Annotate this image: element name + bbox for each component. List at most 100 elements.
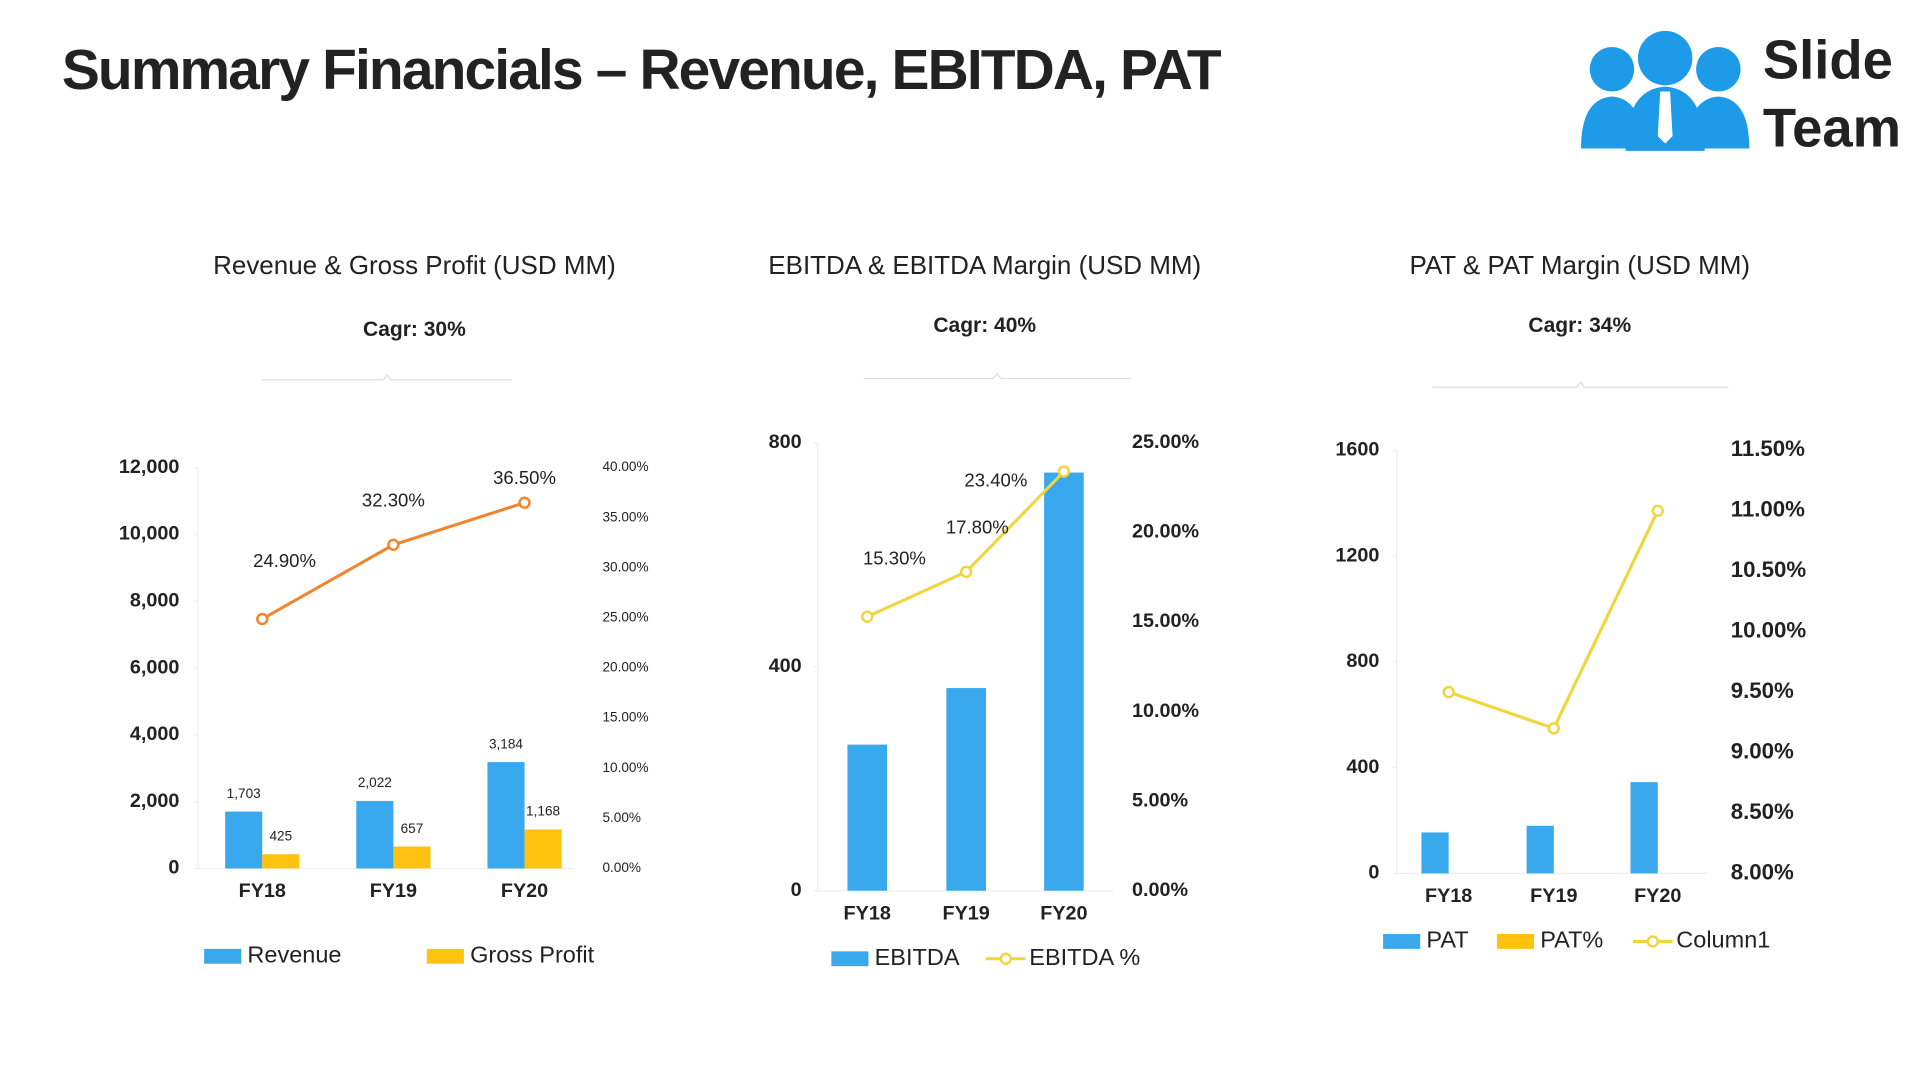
y2-tick-label: 10.00%: [602, 760, 648, 775]
bar: [847, 744, 888, 891]
x-tick-label: FY19: [370, 880, 417, 902]
legend-label: PAT%: [1540, 927, 1603, 953]
line-marker: [1057, 465, 1071, 478]
x-tick-label: FY18: [844, 902, 891, 924]
x-tick-label: FY19: [1530, 885, 1577, 907]
logo-text: Team: [1763, 98, 1901, 159]
x-tick-label: FY18: [239, 880, 286, 902]
data-label: 15.30%: [863, 548, 926, 569]
x-tick-label: FY20: [1634, 885, 1681, 907]
chart-subtitle: Cagr: 30%: [363, 318, 466, 341]
bar: [225, 811, 263, 869]
y2-tick-label: 15.00%: [1132, 610, 1200, 632]
y-tick-label: 800: [1346, 650, 1379, 672]
y-tick-label: 400: [769, 655, 802, 677]
bar: [262, 854, 300, 869]
y2-tick-label: 0.00%: [1132, 879, 1189, 901]
y-tick-label: 1200: [1335, 544, 1379, 566]
y-tick-label: 800: [769, 431, 802, 453]
chart-title: PAT & PAT Margin (USD MM): [1410, 250, 1751, 280]
legend-label: Gross Profit: [470, 941, 595, 967]
x-tick-label: FY20: [501, 880, 548, 902]
legend-swatch: [1496, 934, 1535, 949]
bar: [356, 800, 394, 869]
data-label: 17.80%: [946, 516, 1009, 537]
legend-label: EBITDA %: [1029, 944, 1140, 970]
line-marker: [1442, 685, 1455, 699]
bar: [393, 846, 431, 869]
y2-tick-label: 10.00%: [1132, 700, 1200, 722]
data-label: 1,168: [526, 804, 560, 819]
y-tick-label: 1600: [1335, 439, 1379, 461]
logo-text: Slide: [1763, 30, 1893, 91]
y-tick-label: 4,000: [130, 723, 180, 745]
y2-tick-label: 35.00%: [602, 509, 648, 524]
line-marker: [1651, 504, 1664, 517]
y2-tick-label: 40.00%: [602, 459, 648, 474]
x-tick-label: FY19: [943, 902, 990, 924]
y2-tick-label: 8.50%: [1731, 799, 1794, 824]
y2-tick-label: 9.50%: [1731, 678, 1794, 703]
y2-tick-label: 15.00%: [602, 710, 648, 725]
data-label: 24.90%: [253, 550, 316, 571]
bracket: [1432, 381, 1729, 388]
line-marker: [960, 565, 973, 579]
y-tick-label: 0: [1368, 862, 1379, 884]
bracket: [863, 372, 1131, 380]
y2-tick-label: 10.00%: [1731, 618, 1807, 643]
legend-swatch: [1383, 934, 1421, 949]
legend-swatch: [426, 948, 464, 964]
line-marker: [387, 538, 400, 551]
legend-swatch: [831, 951, 869, 967]
y2-tick-label: 30.00%: [602, 559, 648, 574]
data-label: 657: [401, 821, 424, 836]
y-tick-label: 0: [791, 879, 802, 901]
y-tick-label: 2,000: [130, 790, 180, 812]
legend-marker: [999, 952, 1012, 965]
y2-tick-label: 0.00%: [602, 860, 641, 875]
y2-tick-label: 9.00%: [1731, 738, 1794, 763]
data-label: 425: [269, 829, 292, 844]
logo-head: [1696, 47, 1741, 92]
legend-label: Revenue: [247, 941, 341, 967]
y2-tick-label: 20.00%: [602, 660, 648, 675]
logo: Slide Team: [1581, 30, 1901, 159]
bar: [1630, 782, 1658, 874]
legend-label: Column1: [1676, 927, 1770, 953]
bar: [1421, 832, 1449, 874]
line-marker: [1547, 722, 1561, 735]
bar: [1526, 825, 1554, 874]
data-label: 3,184: [489, 736, 523, 751]
data-label: 32.30%: [362, 489, 425, 510]
chart-title: Revenue & Gross Profit (USD MM): [213, 250, 616, 280]
data-label: 1,703: [227, 786, 261, 801]
chart-subtitle: Cagr: 40%: [933, 314, 1036, 337]
y2-tick-label: 11.00%: [1731, 497, 1805, 522]
y-tick-label: 6,000: [130, 656, 180, 678]
y2-tick-label: 8.00%: [1731, 859, 1794, 884]
line: [866, 470, 1066, 619]
data-label: 23.40%: [964, 469, 1027, 490]
y-tick-label: 0: [168, 857, 179, 879]
bar: [1044, 472, 1084, 891]
y-tick-label: 8,000: [130, 589, 180, 611]
logo-head: [1589, 47, 1635, 92]
y2-tick-label: 11.50%: [1731, 436, 1805, 461]
bar: [524, 829, 562, 869]
legend-marker: [1646, 935, 1659, 948]
chart-title: EBITDA & EBITDA Margin (USD MM): [768, 250, 1201, 280]
data-label: 2,022: [358, 775, 392, 790]
y-tick-label: 12,000: [119, 456, 180, 478]
bar: [946, 688, 986, 891]
y2-tick-label: 25.00%: [602, 610, 648, 625]
logo-tie: [1657, 91, 1673, 144]
logo-head: [1637, 30, 1693, 86]
y2-tick-label: 10.50%: [1731, 557, 1807, 582]
x-tick-label: FY20: [1040, 902, 1087, 924]
slide-title: Summary Financials – Revenue, EBITDA, PA…: [62, 38, 1222, 102]
y-tick-label: 10,000: [119, 523, 180, 545]
y2-tick-label: 20.00%: [1132, 521, 1200, 543]
chart-subtitle: Cagr: 34%: [1528, 314, 1631, 337]
y2-tick-label: 5.00%: [1132, 789, 1189, 811]
